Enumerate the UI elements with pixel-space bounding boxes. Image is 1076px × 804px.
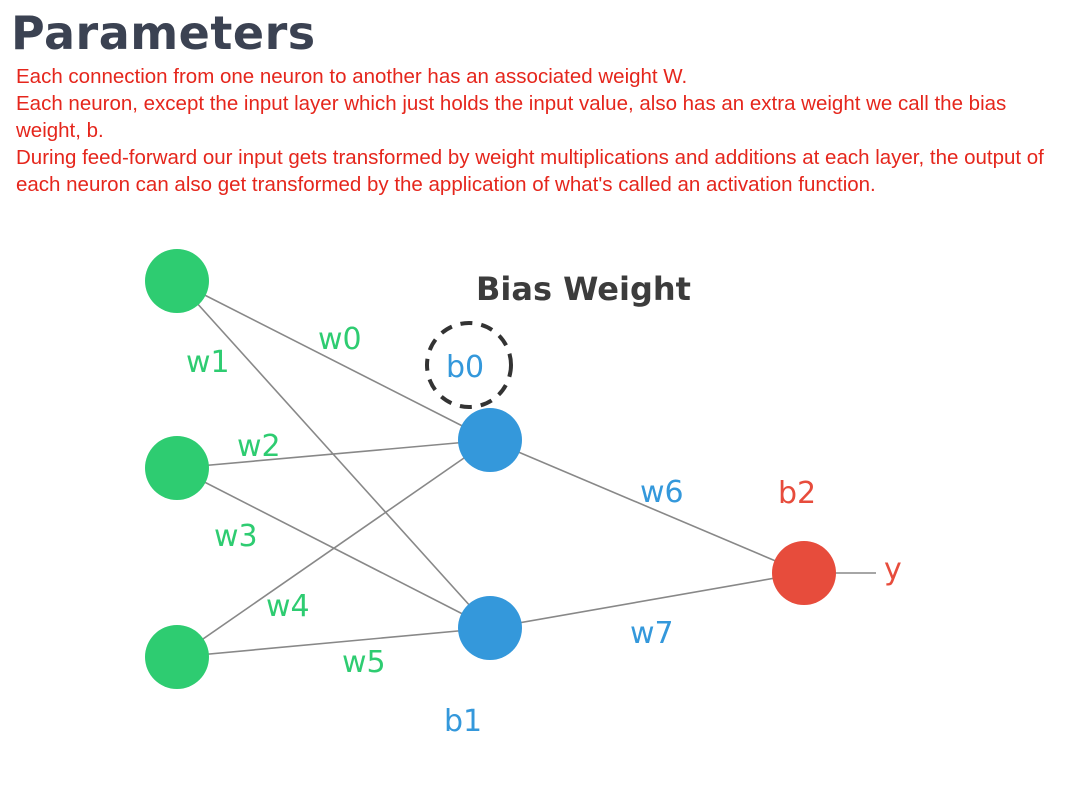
weight-label-w7: w7 <box>630 616 674 651</box>
edge-w7 <box>489 572 805 629</box>
bias-label-b1: b1 <box>444 704 482 739</box>
weight-label-w3: w3 <box>214 519 258 554</box>
description-line-3: During feed-forward our input gets trans… <box>16 146 1044 196</box>
edge-w5 <box>176 627 491 658</box>
description-text: Each connection from one neuron to anoth… <box>16 63 1066 198</box>
page-title: Parameters <box>11 6 316 60</box>
description-line-2: Each neuron, except the input layer whic… <box>16 92 1007 142</box>
hidden-node-2 <box>458 596 522 660</box>
connections <box>176 280 876 658</box>
weight-label-w2: w2 <box>237 429 281 464</box>
bias-weight-heading: Bias Weight <box>476 270 691 308</box>
edge-w6 <box>489 439 805 574</box>
weight-label-w4: w4 <box>266 589 310 624</box>
weight-label-w1: w1 <box>186 345 230 380</box>
weight-label-w6: w6 <box>640 475 684 510</box>
weight-label-w0: w0 <box>318 322 362 357</box>
weight-label-w5: w5 <box>342 645 386 680</box>
description-line-1: Each connection from one neuron to anoth… <box>16 65 688 88</box>
bias-label-b2: b2 <box>778 476 816 511</box>
output-label-y: y <box>884 552 902 587</box>
edge-w0 <box>176 280 491 441</box>
bias-label-b0: b0 <box>446 350 484 385</box>
output-node <box>772 541 836 605</box>
edge-w2 <box>176 439 491 469</box>
input-node-3 <box>145 625 209 689</box>
input-node-1 <box>145 249 209 313</box>
edge-w4 <box>176 439 491 658</box>
bias-ring <box>425 321 513 409</box>
hidden-node-1 <box>458 408 522 472</box>
input-node-2 <box>145 436 209 500</box>
